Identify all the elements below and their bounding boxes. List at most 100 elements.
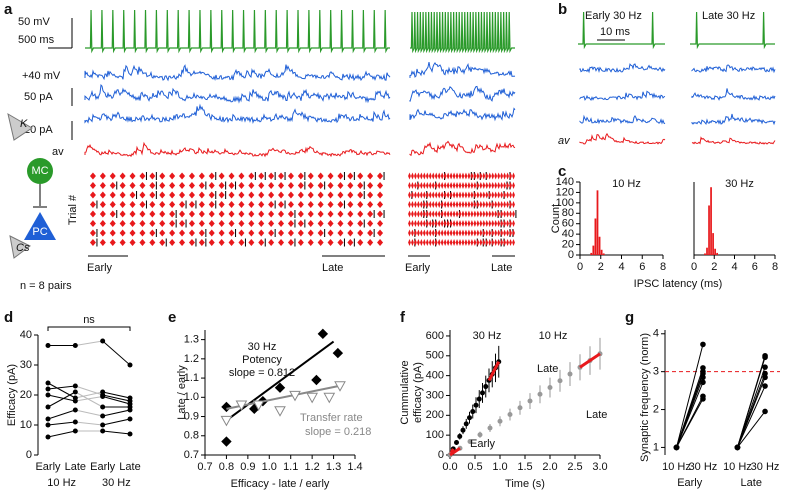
raster-event: [467, 239, 471, 246]
raster-event: [473, 182, 477, 189]
raster-event: [297, 172, 304, 180]
raster-event: [228, 210, 235, 218]
raster-event: [218, 182, 225, 189]
x-tick-label: 6: [752, 261, 758, 273]
raster-event: [129, 201, 136, 208]
y-tick-label: 1.2: [184, 353, 199, 365]
raster-event: [169, 210, 176, 218]
raster-event: [248, 172, 255, 180]
group-label: 30 Hz: [102, 477, 131, 489]
raster-event: [440, 201, 444, 208]
raster-event: [287, 191, 294, 199]
raster-event: [512, 210, 515, 218]
bar: [704, 253, 706, 255]
raster-event: [99, 191, 106, 199]
scale-label: 50 mV: [18, 16, 50, 28]
raster-event: [268, 239, 275, 246]
annotation: 30 Hz: [248, 341, 277, 353]
raster-event: [367, 191, 374, 199]
scale-label: 50 pA: [24, 91, 53, 103]
raster-event: [411, 182, 414, 189]
annotation: Late: [537, 363, 558, 375]
raster-event: [482, 182, 486, 189]
raster-event: [89, 220, 96, 227]
raster-event: [446, 201, 450, 208]
raster-event: [248, 229, 255, 237]
raster-event: [169, 191, 176, 199]
raster-event: [408, 182, 411, 189]
raster-event: [129, 210, 136, 218]
point: [480, 390, 485, 396]
point: [45, 343, 51, 348]
slope-label: slope = 0.812: [229, 367, 295, 379]
x-tick-label: Late: [119, 461, 140, 473]
raster-event: [367, 210, 374, 218]
annotation: Early: [470, 438, 496, 450]
raster-event: [494, 201, 498, 208]
raster-event: [287, 172, 294, 180]
raster-event: [494, 220, 498, 227]
raster-event: [485, 229, 489, 237]
raster-event: [461, 201, 465, 208]
point: [454, 440, 459, 445]
x-tick-label: 8: [660, 261, 666, 273]
raster-event: [455, 201, 459, 208]
raster-event: [99, 172, 106, 180]
raster-event: [443, 182, 447, 189]
point: [45, 380, 51, 386]
raster-event: [248, 182, 255, 189]
raster-event: [485, 182, 489, 189]
raster-event: [357, 191, 364, 199]
pair-line: [102, 391, 131, 399]
raster-event: [228, 220, 235, 227]
raster-event: [494, 229, 498, 237]
raster-event: [347, 229, 354, 237]
raster-event: [297, 210, 304, 218]
raster-event: [258, 239, 265, 246]
raster-event: [297, 220, 304, 227]
raster-event: [494, 239, 498, 246]
raster-event: [419, 239, 423, 246]
raster-event: [452, 172, 456, 180]
y-tick-label: 10: [20, 419, 32, 431]
raster-event: [434, 201, 438, 208]
raster-event: [491, 220, 495, 227]
point: [547, 385, 553, 391]
raster-event: [482, 210, 486, 218]
raster-event: [169, 229, 176, 237]
raster-event: [485, 220, 489, 227]
raster-event: [297, 191, 304, 199]
pair-line: [736, 357, 766, 448]
raster-event: [506, 191, 509, 199]
trace-title: Late 30 Hz: [702, 10, 755, 22]
raster-event: [494, 210, 498, 218]
raster-event: [491, 210, 495, 218]
point: [221, 436, 232, 447]
raster-event: [509, 172, 512, 180]
raster-event: [149, 220, 156, 227]
raster-event: [431, 239, 435, 246]
raster-event: [99, 239, 106, 246]
raster-event: [228, 191, 235, 199]
point: [127, 431, 133, 437]
raster-event: [89, 210, 96, 218]
raster-event: [411, 201, 414, 208]
raster-event: [476, 172, 480, 180]
x-tick-label: 30 Hz: [751, 461, 780, 473]
raster-event: [414, 229, 417, 237]
raster-event: [446, 172, 450, 180]
raster-event: [503, 182, 506, 189]
raster-event: [476, 201, 480, 208]
raster-event: [218, 191, 225, 199]
scale-bars: [48, 18, 625, 257]
pair-line: [75, 391, 103, 408]
raster-event: [497, 191, 501, 199]
bar: [596, 190, 599, 255]
raster-event: [479, 229, 483, 237]
point: [517, 405, 523, 411]
raster-event: [99, 229, 106, 237]
raster-event: [188, 239, 195, 246]
raster-event: [503, 220, 506, 227]
raster-event: [327, 210, 334, 218]
raster-event: [458, 210, 462, 218]
